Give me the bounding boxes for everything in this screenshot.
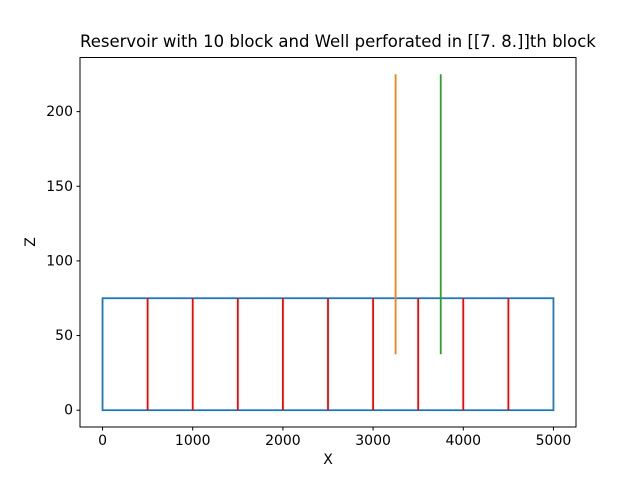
y-tick-label: 50 xyxy=(55,328,73,344)
y-axis-label: Z xyxy=(23,237,39,247)
x-tick-label: 1000 xyxy=(175,433,211,449)
y-tick-label: 150 xyxy=(46,179,73,195)
x-axis-label: X xyxy=(323,452,333,468)
x-tick-label: 3000 xyxy=(355,433,391,449)
axes-frame xyxy=(79,57,577,428)
chart-title: Reservoir with 10 block and Well perfora… xyxy=(80,32,596,51)
x-tick-label: 2000 xyxy=(265,433,301,449)
x-tick-label: 0 xyxy=(98,433,107,449)
y-tick-label: 100 xyxy=(46,253,73,269)
y-tick-label: 0 xyxy=(64,403,73,419)
y-tick-label: 200 xyxy=(46,104,73,120)
x-tick-label: 5000 xyxy=(536,433,572,449)
x-tick-label: 4000 xyxy=(445,433,481,449)
